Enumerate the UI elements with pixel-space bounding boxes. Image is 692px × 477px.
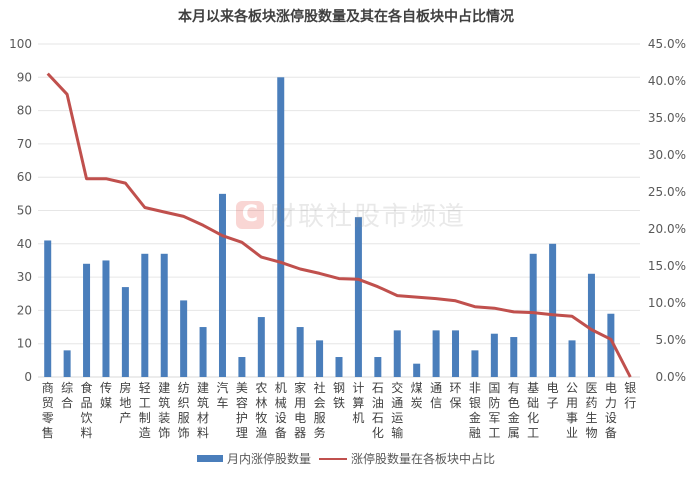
x-label: 医药生物 [585,381,597,440]
watermark-text: 财联社股市频道 [270,202,467,232]
x-label: 环保 [450,381,462,410]
bar-电子[interactable] [549,243,557,377]
y-right-tick: 5.0% [656,333,687,347]
y-right-tick: 35.0% [648,111,686,125]
x-label: 银行 [624,381,636,410]
chart-title: 本月以来各板块涨停股数量及其在各自板块中占比情况 [178,9,514,25]
bar-基础化工[interactable] [529,253,537,377]
y-right-tick: 30.0% [648,148,686,162]
combo-chart: 0 10 20 30 40 50 60 70 80 90 100 0.0% 5.0% 10.0% 15.0%… [9,37,687,440]
x-label: 商贸零售 [42,380,54,440]
bar-swatch-icon [196,455,223,462]
bar-汽车[interactable] [218,193,226,377]
bar-钢铁[interactable] [335,357,343,377]
x-label: 纺织服饰 [178,381,190,440]
x-label: 家用电器 [294,380,306,440]
bar-社会服务[interactable] [316,340,324,377]
x-label: 国防军工 [488,381,500,440]
x-label: 社会服务 [314,380,326,440]
y-left-tick: 20 [17,303,32,317]
x-label: 农林牧渔 [255,381,267,440]
y-left-tick: 70 [17,137,32,151]
bar-环保[interactable] [452,330,460,377]
bar-计算机[interactable] [354,217,362,377]
bar-煤炭[interactable] [413,363,421,377]
x-label: 食品饮料 [81,380,93,440]
bar-非银金融[interactable] [471,350,479,377]
x-label: 综合 [61,381,73,410]
x-label: 交通运输 [391,380,403,440]
bar-通信[interactable] [432,330,440,377]
bar-交通运输[interactable] [393,330,401,377]
bar-食品饮料[interactable] [83,263,91,377]
x-label: 钢铁 [333,381,345,410]
y-right-tick: 40.0% [648,74,686,88]
y-right-tick: 15.0% [648,259,686,273]
bar-国防军工[interactable] [490,333,498,377]
y-right-tick: 45.0% [648,37,686,51]
y-right-tick: 20.0% [648,222,686,236]
y-right-tick: 25.0% [648,185,686,199]
watermark-logo-icon: C [236,200,264,229]
x-label: 电力设备 [605,381,617,440]
y-right-tick: 0.0% [656,370,687,384]
x-label: 美容护理 [236,381,248,440]
watermark: C 财联社股市频道 [236,196,466,233]
legend-line-label: 涨停股数量在各板块中占比 [351,452,496,466]
x-label: 建筑材料 [197,381,209,440]
bar-公用事业[interactable] [568,340,576,377]
x-label: 有色金属 [508,381,520,440]
y-left-tick: 90 [17,70,32,84]
x-label: 通信 [430,381,442,410]
x-label: 轻工制造 [139,381,151,440]
x-label: 石油石化 [372,381,384,440]
bar-有色金属[interactable] [510,337,518,377]
x-label: 基础化工 [527,381,539,440]
x-label: 建筑装饰 [158,381,170,440]
x-label: 传媒 [100,380,112,410]
bar-石油石化[interactable] [374,357,382,377]
x-label: 计算机 [352,381,364,425]
y-right-tick: 10.0% [648,296,686,310]
bar-轻工制造[interactable] [141,253,149,377]
legend: 月内涨停股数量 涨停股数量在各板块中占比 [0,450,692,467]
legend-item-bar[interactable]: 月内涨停股数量 [196,450,311,467]
y-left-tick: 60 [17,170,32,184]
x-label: 电子 [547,381,559,410]
bar-医药生物[interactable] [587,273,595,377]
legend-bar-label: 月内涨停股数量 [226,452,311,466]
line-swatch-icon [319,457,347,460]
y-left-tick: 10 [17,337,32,351]
bar-建筑材料[interactable] [199,327,207,377]
bar-美容护理[interactable] [238,357,246,377]
x-label: 机械设备 [275,381,287,440]
legend-item-line[interactable]: 涨停股数量在各板块中占比 [319,450,495,467]
y-left-tick: 30 [17,270,32,284]
x-label: 煤炭 [411,381,423,410]
y-left-tick: 80 [17,104,32,118]
y-left-tick: 100 [9,37,32,51]
x-label: 汽车 [216,380,228,410]
bar-农林牧渔[interactable] [257,317,265,377]
bar-家用电器[interactable] [296,327,304,377]
x-label: 公用事业 [566,381,578,440]
bar-纺织服饰[interactable] [180,300,188,377]
x-label: 房地产 [119,380,131,425]
bar-商贸零售[interactable] [44,240,52,377]
y-left-tick: 0 [24,370,32,384]
bar-传媒[interactable] [102,260,110,377]
y-left-tick: 40 [17,237,32,251]
bar-电力设备[interactable] [607,313,615,377]
y-left-tick: 50 [17,204,32,218]
share-line[interactable] [46,72,632,378]
bar-建筑装饰[interactable] [160,253,168,377]
bar-机械设备[interactable] [277,77,285,378]
bar-房地产[interactable] [121,287,129,377]
x-label: 非银金融 [469,381,481,440]
bar-综合[interactable] [63,350,71,377]
